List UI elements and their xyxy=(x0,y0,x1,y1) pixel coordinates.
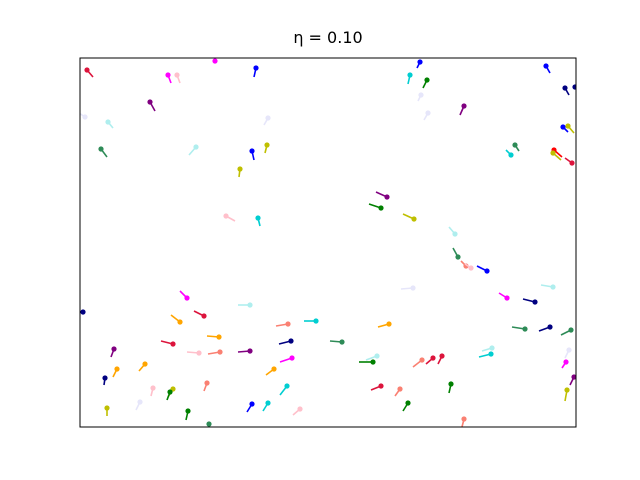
particle-head xyxy=(418,92,424,98)
axes-frame xyxy=(79,57,577,428)
particle-head xyxy=(417,59,423,65)
particle-head xyxy=(193,144,199,150)
particle-head xyxy=(111,346,117,352)
particle-head xyxy=(374,353,380,359)
particle-head xyxy=(504,295,510,301)
particle-head xyxy=(84,67,90,73)
particle-head xyxy=(255,215,261,221)
particle-head xyxy=(165,72,171,78)
particle-head xyxy=(102,375,108,381)
particle-head xyxy=(339,339,345,345)
particle-head xyxy=(247,348,253,354)
particle-head xyxy=(98,146,104,152)
particle-head xyxy=(167,389,173,395)
particle-head xyxy=(216,334,222,340)
particle-head xyxy=(419,357,425,363)
particle-head xyxy=(265,115,271,121)
particle-head xyxy=(82,114,88,120)
particle-head xyxy=(170,341,176,347)
chart-title: η = 0.10 xyxy=(293,28,362,47)
particle-head xyxy=(430,355,436,361)
particle-head xyxy=(565,123,571,129)
particle-head xyxy=(184,295,190,301)
particle-head xyxy=(105,119,111,125)
particle-head xyxy=(177,319,183,325)
particle-head xyxy=(550,284,556,290)
particle-head xyxy=(489,345,495,351)
particle-head xyxy=(468,265,474,271)
particle-head xyxy=(461,416,467,422)
particle-head xyxy=(397,386,403,392)
particle-head xyxy=(439,353,445,359)
particle-head xyxy=(488,351,494,357)
particle-head xyxy=(522,326,528,332)
particle-head xyxy=(249,401,255,407)
particle-head xyxy=(204,380,210,386)
particle-head xyxy=(386,321,392,327)
particle-head xyxy=(223,213,229,219)
particle-head xyxy=(297,406,303,412)
particle-head xyxy=(455,254,461,260)
particle-head xyxy=(206,421,212,427)
particle-head xyxy=(568,327,574,333)
particle-head xyxy=(550,150,556,156)
particle-head xyxy=(174,72,180,78)
particle-head xyxy=(247,302,253,308)
particle-head xyxy=(425,110,431,116)
particle-head xyxy=(508,152,514,158)
particle-head xyxy=(147,99,153,105)
particle-head xyxy=(217,349,223,355)
particle-head xyxy=(452,231,458,237)
particle-head xyxy=(196,350,202,356)
particle-head xyxy=(185,408,191,414)
particle-head xyxy=(569,160,575,166)
particle-head xyxy=(253,65,259,71)
particle-head xyxy=(313,318,319,324)
particle-head xyxy=(564,387,570,393)
particle-head xyxy=(237,166,243,172)
particle-head xyxy=(288,338,294,344)
particle-head xyxy=(249,148,255,154)
particle-head xyxy=(384,194,390,200)
particle-head xyxy=(285,321,291,327)
particle-head xyxy=(571,374,576,380)
particle-head xyxy=(104,405,110,411)
particle-head xyxy=(212,58,218,64)
particle-head xyxy=(150,385,156,391)
particle-head xyxy=(114,366,120,372)
particle-head xyxy=(448,381,454,387)
particle-head xyxy=(563,359,569,365)
particle-head xyxy=(378,383,384,389)
particle-head xyxy=(572,84,576,90)
plot-area xyxy=(80,58,576,427)
particle-head xyxy=(484,268,490,274)
particle-head xyxy=(562,85,568,91)
particle-head xyxy=(201,313,207,319)
particle-head xyxy=(424,77,430,83)
particle-head xyxy=(405,400,411,406)
particle-head xyxy=(461,103,467,109)
particle-head xyxy=(137,399,143,405)
particle-head xyxy=(271,366,277,372)
particle-head xyxy=(378,205,384,211)
particle-head xyxy=(566,347,572,353)
particle-head xyxy=(370,359,376,365)
particle-head xyxy=(407,72,413,78)
particle-head xyxy=(411,216,417,222)
particle-head xyxy=(512,142,518,148)
particle-head xyxy=(532,299,538,305)
particle-head xyxy=(142,361,148,367)
particle-head xyxy=(264,142,270,148)
particle-head xyxy=(265,400,271,406)
particle-head xyxy=(80,309,86,315)
particle-head xyxy=(547,324,553,330)
particle-head xyxy=(560,124,566,130)
particle-head xyxy=(410,285,416,291)
particle-head xyxy=(289,355,295,361)
particle-head xyxy=(543,63,549,69)
particle-head xyxy=(284,383,290,389)
